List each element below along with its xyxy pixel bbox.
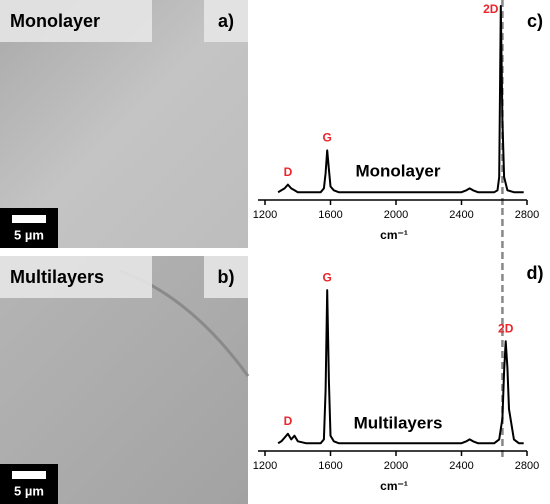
title-box (0, 256, 152, 298)
x-axis-label: cm⁻¹ (380, 228, 408, 242)
x-axis-label: cm⁻¹ (380, 479, 408, 493)
x-tick-label: 2800 (515, 209, 539, 221)
letter-box (204, 256, 248, 298)
peak-label: G (323, 131, 332, 145)
x-tick-label: 1600 (318, 460, 342, 472)
letter-box (204, 0, 248, 42)
x-tick-label: 1200 (253, 460, 277, 472)
x-tick-label: 2800 (515, 460, 539, 472)
x-tick-label: 2000 (384, 460, 408, 472)
scale-bar (12, 471, 46, 479)
x-tick-label: 1200 (253, 209, 277, 221)
x-tick-label: 1600 (318, 209, 342, 221)
peak-label: D (284, 414, 293, 428)
panel-title: Multilayers (10, 267, 104, 287)
panel-letter: b) (218, 267, 235, 287)
panel-letter: d) (527, 263, 544, 283)
spectrum-line (277, 289, 524, 445)
spectrum-line (277, 5, 524, 194)
panel-letter: c) (527, 11, 543, 31)
panel-title: Monolayer (10, 11, 100, 31)
panel-letter: a) (218, 11, 234, 31)
peak-label: 2D (498, 321, 514, 335)
peak-label: D (284, 165, 293, 179)
scale-box (0, 464, 58, 504)
x-tick-label: 2000 (384, 209, 408, 221)
x-tick-label: 2400 (449, 460, 473, 472)
spectrum-label: Monolayer (355, 161, 440, 180)
spectrum-label: Multilayers (354, 413, 443, 432)
x-tick-label: 2400 (449, 209, 473, 221)
scale-label: 5 µm (14, 483, 44, 498)
scale-box (0, 208, 58, 248)
scale-label: 5 µm (14, 227, 44, 242)
scale-bar (12, 215, 46, 223)
title-box (0, 0, 152, 42)
peak-label: 2D (483, 2, 499, 16)
peak-label: G (323, 270, 332, 284)
